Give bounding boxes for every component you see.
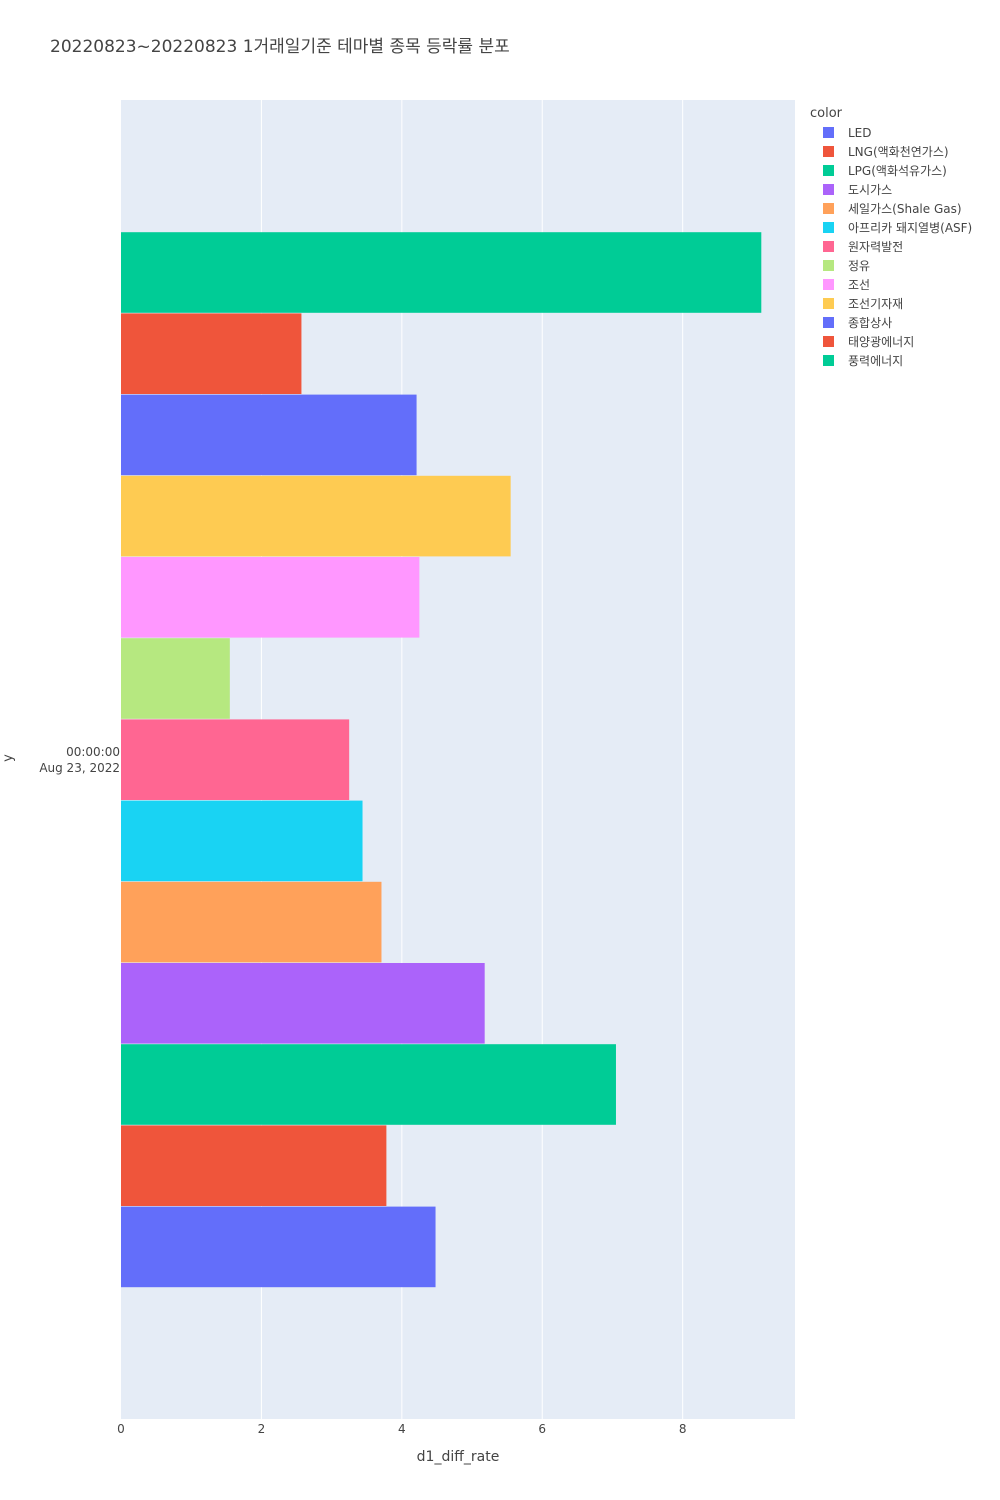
legend-label: 태양광에너지: [848, 335, 915, 349]
legend-swatch: [823, 260, 834, 271]
legend-item[interactable]: 아프리카 돼지열병(ASF): [810, 218, 1000, 237]
bar-4[interactable]: [121, 963, 485, 1044]
y-tick-label-date: Aug 23, 2022: [39, 761, 120, 775]
y-axis-label: y: [1, 754, 16, 762]
legend-label: 정유: [848, 259, 871, 273]
x-tick-label: 0: [117, 1422, 125, 1436]
legend-label: LPG(액화석유가스): [848, 164, 947, 178]
legend-item[interactable]: LNG(액화천연가스): [810, 142, 1000, 161]
legend-swatch: [823, 146, 834, 157]
bar-7[interactable]: [121, 719, 350, 800]
legend-label: 아프리카 돼지열병(ASF): [848, 221, 973, 235]
legend-item[interactable]: LPG(액화석유가스): [810, 161, 1000, 180]
legend-label: 종합상사: [848, 316, 893, 330]
legend-item[interactable]: 풍력에너지: [810, 351, 1000, 370]
bar-1[interactable]: [121, 1206, 436, 1288]
chart-title: 20220823~20220823 1거래일기준 테마별 종목 등락률 분포: [50, 37, 510, 57]
bar-12[interactable]: [121, 313, 302, 394]
legend-item[interactable]: 조선: [810, 275, 1000, 294]
legend-swatch: [823, 165, 834, 176]
legend-label: LNG(액화천연가스): [848, 145, 949, 159]
legend-swatch: [823, 203, 834, 214]
bar-8[interactable]: [121, 638, 230, 719]
legend-title: color: [810, 106, 843, 121]
legend-item[interactable]: 종합상사: [810, 313, 1000, 332]
legend-item[interactable]: 세일가스(Shale Gas): [810, 199, 1000, 218]
legend-swatch: [823, 279, 834, 290]
legend-item[interactable]: LED: [810, 123, 1000, 142]
x-tick-label: 8: [679, 1422, 687, 1436]
legend-label: LED: [848, 125, 872, 140]
legend-item[interactable]: 정유: [810, 256, 1000, 275]
bar-13[interactable]: [121, 232, 762, 313]
legend-label: 세일가스(Shale Gas): [848, 202, 962, 216]
legend-swatch: [823, 241, 834, 252]
legend-item[interactable]: 원자력발전: [810, 237, 1000, 256]
bar-11[interactable]: [121, 394, 417, 476]
legend-swatch: [823, 317, 834, 328]
legend-item[interactable]: 도시가스: [810, 180, 1000, 199]
legend-label: 풍력에너지: [848, 354, 904, 368]
bar-3[interactable]: [121, 1044, 616, 1125]
y-tick-label-time: 00:00:00: [66, 745, 120, 759]
legend-label: 원자력발전: [848, 240, 904, 254]
legend-item[interactable]: 조선기자재: [810, 294, 1000, 313]
legend-swatch: [823, 127, 834, 138]
legend-swatch: [823, 298, 834, 309]
legend-swatch: [823, 355, 834, 366]
x-axis-label: d1_diff_rate: [417, 1449, 500, 1465]
bar-6[interactable]: [121, 800, 363, 882]
bar-2[interactable]: [121, 1125, 387, 1206]
x-tick-labels: 0 2 4 6 8: [117, 1422, 686, 1436]
legend-swatch: [823, 184, 834, 195]
x-tick-label: 4: [398, 1422, 406, 1436]
legend-label: 조선: [848, 278, 871, 292]
legend-label: 도시가스: [848, 183, 893, 197]
bar-5[interactable]: [121, 881, 382, 963]
legend-swatch: [823, 336, 834, 347]
bar-9[interactable]: [121, 557, 420, 638]
legend-item[interactable]: 태양광에너지: [810, 332, 1000, 351]
bars-group: [121, 232, 762, 1288]
bar-10[interactable]: [121, 475, 511, 557]
legend-swatch: [823, 222, 834, 233]
x-tick-label: 6: [538, 1422, 546, 1436]
x-tick-label: 2: [258, 1422, 266, 1436]
legend-label: 조선기자재: [848, 297, 904, 311]
